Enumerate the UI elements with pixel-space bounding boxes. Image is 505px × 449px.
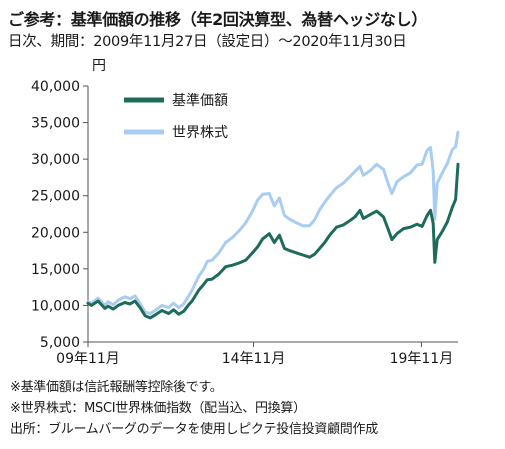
chart-subtitle: 日次、期間：2009年11月27日（設定日）～2020年11月30日	[8, 34, 407, 50]
legend-label: 世界株式	[172, 125, 228, 141]
y-tick-label: 5,000	[40, 335, 80, 351]
series-line	[86, 162, 460, 320]
footnote-world-equity: ※世界株式：MSCI世界株価指数（配当込、円換算）	[10, 401, 306, 416]
footnotes: ※基準価額は信託報酬等控除後です。 ※世界株式：MSCI世界株価指数（配当込、円…	[10, 377, 378, 440]
y-tick-label: 20,000	[31, 225, 80, 241]
y-tick-label: 10,000	[31, 298, 80, 314]
y-tick-label: 40,000	[31, 79, 80, 95]
y-tick-label: 25,000	[31, 189, 80, 205]
footnote-source: 出所：ブルームバーグのデータを使用しピクテ投信投資顧問作成	[10, 422, 378, 437]
footnote-nav-basis: ※基準価額は信託報酬等控除後です。	[10, 380, 223, 395]
series-lines	[86, 130, 460, 320]
line-chart: 円 5,000 10,000 15,000 20,000 25,000 30,000 35,0…	[31, 58, 460, 367]
legend-label: 基準価額	[172, 92, 228, 109]
x-tick-label: 19年11月	[390, 351, 454, 367]
x-tick-label: 09年11月	[56, 351, 120, 367]
chart-title: ご参考：基準価額の推移（年2回決算型、為替ヘッジなし）	[8, 10, 428, 29]
series-line	[86, 130, 460, 315]
y-axis-unit: 円	[92, 58, 106, 74]
y-tick-label: 30,000	[31, 152, 80, 168]
y-tick-label: 35,000	[31, 116, 80, 132]
x-axis: 09年11月 14年11月 19年11月	[56, 341, 458, 367]
x-tick-label: 14年11月	[222, 351, 286, 367]
y-tick-label: 15,000	[31, 262, 80, 278]
y-axis: 円 5,000 10,000 15,000 20,000 25,000 30,000 35,0…	[31, 58, 106, 351]
